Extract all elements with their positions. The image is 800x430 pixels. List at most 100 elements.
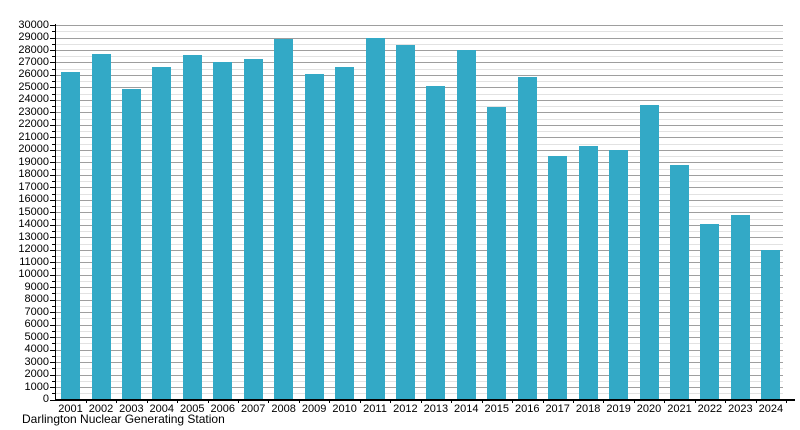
- y-tick-major: [50, 262, 55, 264]
- x-axis-label: 2011: [363, 403, 387, 415]
- y-tick-minor: [52, 255, 55, 257]
- x-tick: [238, 399, 239, 403]
- gridline-minor: [56, 106, 783, 108]
- y-tick-major: [50, 112, 55, 114]
- y-tick-major: [50, 62, 55, 64]
- y-tick-minor: [52, 330, 55, 332]
- y-axis-label: 26000: [18, 68, 49, 81]
- gridline-minor: [56, 255, 783, 257]
- gridline-minor: [56, 380, 783, 382]
- bar-2001: [61, 72, 80, 400]
- y-axis-label: 17000: [18, 180, 49, 193]
- gridline-major: [56, 249, 783, 251]
- gridline-minor: [56, 393, 783, 395]
- x-axis-label: 2007: [240, 403, 266, 415]
- x-tick: [359, 399, 361, 403]
- y-axis-label: 16000: [18, 193, 49, 206]
- gridline-major: [56, 62, 783, 64]
- y-tick-major: [50, 237, 55, 239]
- y-axis-label: 4000: [24, 343, 49, 356]
- y-axis-label: 7000: [24, 305, 49, 318]
- x-axis-label: 2001: [58, 403, 83, 415]
- x-axis-label: 2013: [423, 403, 449, 415]
- y-tick-major: [50, 137, 55, 139]
- gridline-minor: [56, 31, 783, 33]
- gridline-major: [56, 124, 783, 126]
- y-tick-minor: [52, 368, 55, 370]
- y-axis-label: 29000: [18, 31, 49, 43]
- y-axis-label: 13000: [18, 230, 49, 243]
- x-axis-label: 2004: [149, 403, 175, 415]
- x-axis-label: 2003: [119, 403, 144, 415]
- y-axis-label: 27000: [18, 55, 49, 68]
- x-axis-label: 2019: [606, 403, 631, 415]
- bar-2005: [182, 55, 202, 400]
- y-tick-major: [50, 374, 55, 376]
- y-tick-major: [50, 299, 55, 301]
- y-tick-minor: [52, 118, 55, 120]
- gridline-major: [56, 174, 783, 176]
- gridline-major: [56, 374, 783, 376]
- bar-2009: [304, 73, 324, 400]
- y-tick-major: [50, 349, 55, 351]
- y-axis-label: 8000: [24, 293, 49, 306]
- y-tick-major: [50, 50, 55, 51]
- y-axis: [55, 24, 56, 401]
- y-axis-label: 11000: [19, 255, 49, 268]
- x-axis-label: 2023: [728, 403, 753, 415]
- y-axis-label: 15000: [18, 205, 49, 218]
- y-tick-major: [50, 162, 55, 164]
- x-tick: [298, 399, 300, 403]
- y-tick-major: [50, 287, 55, 289]
- gridline-minor: [56, 293, 783, 295]
- y-axis-label: 2000: [24, 368, 49, 380]
- gridline-minor: [56, 131, 783, 133]
- x-tick: [755, 399, 757, 403]
- x-axis-label: 2005: [180, 403, 205, 415]
- x-tick: [451, 399, 453, 403]
- x-tick: [664, 399, 666, 403]
- bar-2003: [121, 88, 141, 400]
- y-tick-minor: [52, 268, 55, 270]
- x-axis-label: 2016: [515, 403, 540, 415]
- y-axis-label: 14000: [18, 218, 49, 231]
- gridline-major: [56, 312, 783, 314]
- gridline-major: [56, 199, 783, 201]
- y-tick-minor: [52, 355, 55, 357]
- gridline-minor: [56, 193, 783, 195]
- x-tick: [116, 399, 118, 403]
- bar-2007: [243, 59, 263, 400]
- bar-2014: [456, 50, 476, 400]
- gridline-major: [56, 262, 783, 264]
- bar-2019: [609, 149, 629, 400]
- bar-2015: [487, 107, 507, 400]
- chart-caption: Darlington Nuclear Generating Station: [22, 412, 225, 426]
- y-axis-label: 9000: [24, 280, 49, 293]
- y-tick-minor: [52, 318, 55, 320]
- x-tick: [603, 399, 605, 403]
- gridline-major: [56, 112, 783, 114]
- bar-2010: [335, 67, 355, 400]
- y-axis-label: 23000: [18, 105, 49, 118]
- y-tick-minor: [52, 31, 55, 33]
- gridline-minor: [56, 355, 783, 357]
- gridline-minor: [56, 118, 783, 120]
- bar-2013: [426, 86, 446, 400]
- x-tick: [542, 399, 544, 403]
- y-tick-major: [50, 87, 55, 89]
- y-axis-label: 21000: [18, 130, 49, 143]
- gridline-minor: [56, 143, 783, 145]
- y-tick-major: [50, 124, 55, 126]
- x-tick: [268, 399, 270, 403]
- y-tick-major: [50, 274, 55, 276]
- bar-2011: [365, 38, 385, 400]
- y-tick-major: [50, 187, 55, 189]
- bar-2004: [152, 67, 172, 400]
- bar-2018: [578, 146, 598, 400]
- y-axis-label: 25000: [18, 80, 49, 93]
- y-tick-major: [50, 212, 55, 214]
- y-tick-minor: [52, 168, 55, 170]
- gridline-major: [56, 99, 783, 101]
